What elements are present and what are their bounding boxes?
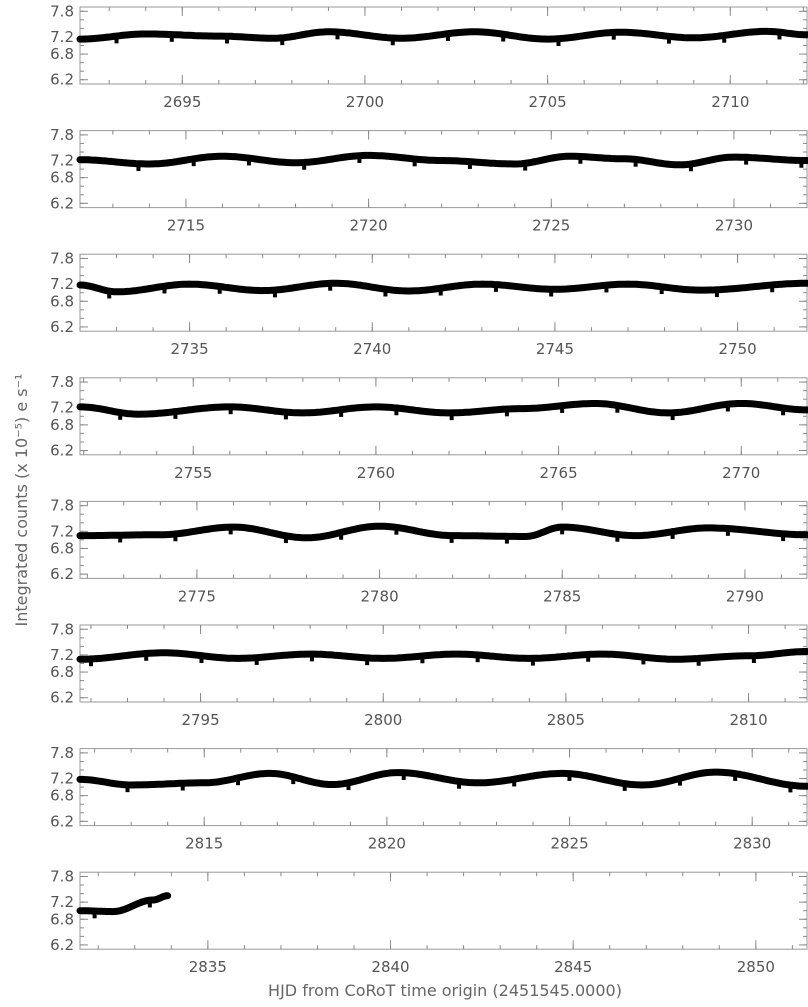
y-tick-label: 7.2	[50, 893, 74, 911]
panel-3: 7.8 7.26.8 6.2 2735 2740 2745 2750	[50, 249, 808, 358]
y-tick-label: 6.2	[50, 812, 74, 830]
y-tick-label: 6.2	[50, 936, 74, 954]
light-curve-series	[76, 27, 808, 43]
y-tick-label: 7.8	[50, 2, 74, 20]
y-tick-label: 6.8	[50, 292, 74, 310]
y-tick-label: 6.8	[50, 910, 74, 928]
x-tick-label: 2700	[346, 93, 384, 111]
y-tick-label: 7.8	[50, 620, 74, 638]
y-tick-label: 7.2	[50, 646, 74, 664]
panel-frame	[79, 6, 808, 85]
y-tick-label: 7.2	[50, 275, 74, 293]
x-tick-label: 2815	[185, 835, 223, 853]
y-tick-label: 7.8	[50, 867, 74, 885]
x-tick-label: 2765	[539, 464, 577, 482]
panel-1: 7.8 7.26.8 6.2 2695 2700 2705 2710	[50, 2, 808, 111]
panel-frame	[79, 130, 808, 209]
y-tick-label: 6.8	[50, 663, 74, 681]
light-curve-series	[76, 151, 808, 169]
y-tick-label: 6.2	[50, 689, 74, 707]
light-curve-series	[76, 522, 808, 542]
y-tick-label: 6.8	[50, 539, 74, 557]
y-tick-label: 7.8	[50, 497, 74, 515]
y-tick-label: 6.2	[50, 442, 74, 460]
y-tick-label: 7.8	[50, 126, 74, 144]
x-tick-label: 2725	[532, 217, 570, 235]
x-tick-label: 2780	[360, 587, 398, 605]
panel-frame	[79, 871, 808, 950]
light-curve-series	[76, 768, 808, 790]
y-tick-label: 6.2	[50, 71, 74, 89]
x-tick-label: 2750	[718, 340, 756, 358]
y-tick-label: 6.8	[50, 169, 74, 187]
x-tick-label: 2770	[722, 464, 760, 482]
light-curve-series	[76, 400, 808, 418]
y-tick-label: 6.8	[50, 45, 74, 63]
x-tick-label: 2850	[737, 958, 775, 976]
y-tick-label: 6.2	[50, 194, 74, 212]
y-tick-label: 7.2	[50, 152, 74, 170]
panel-frame	[79, 748, 808, 827]
light-curve-series	[76, 892, 172, 916]
y-tick-label: 7.8	[50, 744, 74, 762]
x-tick-label: 2795	[181, 711, 219, 729]
y-tick-label: 7.8	[50, 373, 74, 391]
x-tick-label: 2845	[554, 958, 592, 976]
x-tick-label: 2755	[174, 464, 212, 482]
y-tick-label: 7.2	[50, 770, 74, 788]
x-tick-label: 2790	[726, 587, 764, 605]
light-curve-series	[76, 279, 808, 296]
x-tick-label: 2710	[711, 93, 749, 111]
x-tick-label: 2800	[364, 711, 402, 729]
x-tick-label: 2820	[368, 835, 406, 853]
x-tick-label: 2740	[353, 340, 391, 358]
panel-5: 7.8 7.26.8 6.2 2775 2780 2785 2790	[50, 497, 808, 605]
x-tick-label: 2835	[189, 958, 227, 976]
y-tick-label: 7.8	[50, 249, 74, 267]
y-tick-label: 6.2	[50, 565, 74, 583]
x-axis-label: HJD from CoRoT time origin (2451545.0000…	[268, 981, 622, 1000]
y-tick-label: 7.2	[50, 28, 74, 46]
x-tick-label: 2760	[357, 464, 395, 482]
y-tick-label: 7.2	[50, 399, 74, 417]
panel-8: 7.8 7.26.8 6.2 2835 2840 2845 2850	[50, 867, 808, 976]
panel-4: 7.8 7.26.8 6.2 2755 2760 2765 2770	[50, 373, 808, 482]
x-tick-label: 2810	[729, 711, 767, 729]
x-tick-label: 2745	[536, 340, 574, 358]
y-tick-label: 6.8	[50, 416, 74, 434]
x-tick-label: 2830	[733, 835, 771, 853]
x-tick-label: 2840	[371, 958, 409, 976]
x-tick-label: 2715	[167, 217, 205, 235]
panel-frame	[79, 500, 808, 579]
panel-6: 7.8 7.26.8 6.2 2795 2800 2805 2810	[50, 620, 808, 729]
y-tick-label: 7.2	[50, 522, 74, 540]
y-tick-label: 6.2	[50, 318, 74, 336]
x-tick-label: 2805	[547, 711, 585, 729]
x-tick-label: 2695	[163, 93, 201, 111]
y-axis-label: Integrated counts (x 10⁻⁵) e s⁻¹	[12, 374, 31, 627]
x-tick-label: 2730	[715, 217, 753, 235]
panel-7: 7.8 7.26.8 6.2 2815 2820 2825 2830	[50, 744, 808, 853]
x-tick-label: 2775	[178, 587, 216, 605]
light-curve-series	[76, 648, 808, 663]
x-tick-label: 2705	[529, 93, 567, 111]
x-tick-label: 2785	[543, 587, 581, 605]
x-tick-label: 2720	[350, 217, 388, 235]
x-tick-label: 2825	[550, 835, 588, 853]
x-tick-label: 2735	[171, 340, 209, 358]
panel-2: 7.8 7.26.8 6.2 2715 2720 2725 2730	[50, 126, 808, 235]
y-tick-label: 6.8	[50, 787, 74, 805]
